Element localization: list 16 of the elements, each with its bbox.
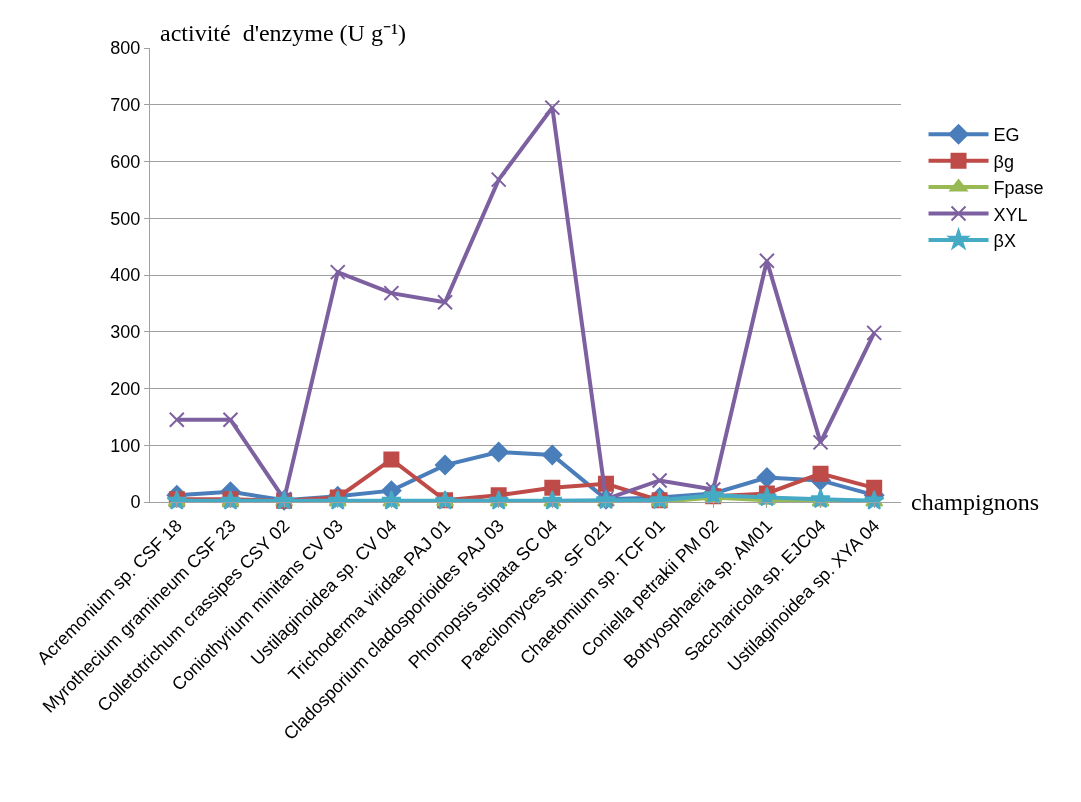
legend-label: Fpase bbox=[993, 178, 1044, 199]
legend-label: EG bbox=[993, 125, 1020, 146]
y-tick-label: 600 bbox=[110, 151, 141, 172]
y-axis-title: activité d'enzyme (U g⁻¹) bbox=[160, 20, 407, 46]
y-tick-label: 0 bbox=[130, 492, 141, 513]
legend-label: βg bbox=[993, 151, 1014, 172]
y-tick-label: 300 bbox=[110, 322, 141, 343]
x-axis-title: champignons bbox=[911, 489, 1039, 515]
y-tick-label: 500 bbox=[110, 208, 141, 229]
y-tick-label: 700 bbox=[110, 95, 141, 116]
y-tick-label: 800 bbox=[110, 38, 141, 59]
y-tick-label: 200 bbox=[110, 378, 141, 399]
y-tick-label: 100 bbox=[110, 435, 141, 456]
legend-label: βX bbox=[993, 230, 1016, 251]
y-tick-label: 400 bbox=[110, 265, 141, 286]
legend-label: XYL bbox=[993, 204, 1028, 225]
